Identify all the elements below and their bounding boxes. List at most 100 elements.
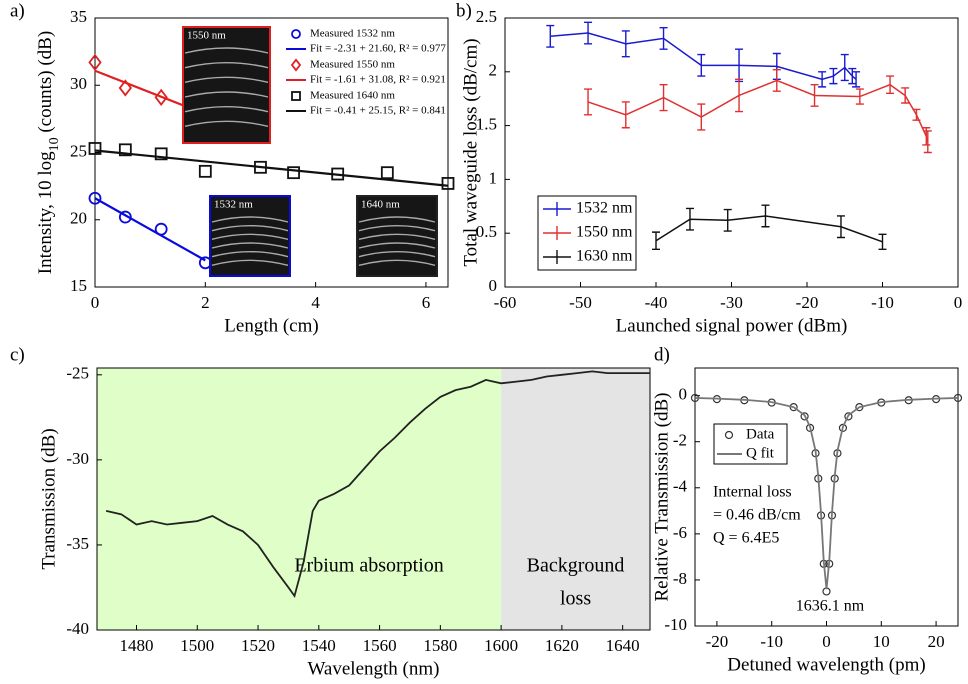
y-tick-label: -8 — [673, 569, 687, 588]
panel-label: a) — [10, 0, 25, 21]
series-line — [695, 397, 958, 590]
error-bar — [621, 101, 630, 129]
inset-fringe — [211, 216, 289, 223]
error-bar — [697, 103, 706, 131]
fit-line — [95, 149, 448, 187]
error-bar — [810, 84, 819, 107]
y-tick-label: 1 — [489, 168, 498, 187]
error-bar — [852, 71, 861, 88]
x-tick-label: 20 — [928, 632, 945, 651]
marker — [331, 167, 345, 181]
legend-fit-label: Fit = -0.41 + 25.15, R² = 0.841 — [310, 105, 446, 117]
marker — [154, 222, 168, 236]
inset-fringe — [184, 120, 269, 128]
inset-fringe — [211, 242, 289, 249]
legend-label: Q fit — [746, 445, 775, 461]
x-tick-label: -20 — [796, 293, 819, 312]
x-tick-label: -50 — [569, 293, 592, 312]
series-line — [550, 32, 857, 81]
region — [97, 368, 502, 630]
y-tick-label: 2.5 — [476, 7, 497, 26]
inset-fringe — [184, 105, 269, 113]
error-bar — [923, 130, 932, 154]
annotation: Internal loss — [713, 484, 792, 501]
marker — [118, 143, 132, 157]
error-bar — [855, 88, 864, 105]
y-tick-label: 0.5 — [476, 222, 497, 241]
series-line — [655, 215, 883, 243]
annotation: 1636.1 nm — [796, 598, 865, 615]
region — [501, 368, 650, 630]
x-tick-label: 4 — [311, 293, 320, 312]
error-bar — [761, 204, 770, 228]
error-bar — [772, 68, 781, 92]
x-axis-label: Detuned wavelength (pm) — [727, 654, 925, 675]
panel-label: d) — [654, 344, 670, 365]
y-tick-label: 25 — [70, 141, 87, 160]
y-tick-label: -6 — [673, 523, 687, 542]
y-axis-label: Intensity, 10 log10 (counts) (dB) — [35, 31, 61, 274]
error-bar — [735, 78, 744, 113]
y-tick-label: 2 — [489, 61, 498, 80]
x-tick-label: 6 — [422, 293, 431, 312]
legend-icon — [543, 202, 571, 216]
error-bar — [584, 21, 593, 45]
y-tick-label: 15 — [70, 276, 87, 295]
inset-image — [182, 26, 271, 144]
inset-fringe — [184, 61, 269, 69]
inset-fringe — [211, 251, 289, 258]
marker — [154, 88, 168, 106]
inset-fringe — [211, 225, 289, 232]
marker — [844, 412, 853, 421]
x-tick-label: 2 — [201, 293, 210, 312]
x-axis-label: Launched signal power (dBm) — [616, 315, 848, 336]
fit-line — [95, 197, 206, 262]
legend-icon — [543, 250, 571, 264]
legend-marker — [724, 430, 734, 440]
error-bar — [836, 215, 845, 239]
legend-label: 1550 nm — [576, 224, 633, 241]
x-tick-label: 0 — [91, 293, 100, 312]
panel-label: b) — [456, 0, 472, 21]
error-bar — [621, 30, 630, 58]
x-tick-label: 1540 — [302, 636, 336, 655]
legend-label: Measured 1640 nm — [310, 90, 395, 102]
inset-fringe — [184, 76, 269, 84]
annotation: = 0.46 dB/cm — [713, 507, 801, 524]
legend-label: 1532 nm — [576, 200, 633, 217]
legend-label: 1630 nm — [576, 248, 633, 265]
inset-fringe — [358, 242, 436, 249]
marker — [380, 166, 394, 180]
y-tick-label: 0 — [489, 276, 498, 295]
marker — [88, 191, 102, 205]
x-tick-label: 1480 — [120, 636, 154, 655]
marker — [805, 423, 815, 432]
y-tick-label: 0 — [679, 385, 688, 404]
x-tick-label: 1560 — [363, 636, 397, 655]
inset-fringe — [358, 233, 436, 241]
marker — [287, 166, 300, 180]
x-tick-label: 1600 — [484, 636, 518, 655]
y-tick-label: 1.5 — [476, 115, 497, 134]
y-axis-label-part: Intensity, 10 log — [35, 151, 56, 274]
annotation: Q = 6.4E5 — [713, 530, 779, 547]
error-bar — [723, 208, 732, 232]
error-bar — [818, 71, 827, 88]
error-bar — [697, 53, 706, 77]
marker — [198, 164, 212, 178]
region-label: loss — [560, 588, 591, 610]
error-bar — [901, 87, 910, 104]
x-tick-label: -20 — [706, 632, 729, 651]
y-tick-label: 35 — [70, 7, 87, 26]
legend-label: Measured 1550 nm — [310, 59, 395, 71]
error-bar — [659, 26, 668, 50]
inset-fringe — [358, 225, 436, 232]
region-label: Erbium absorption — [294, 555, 443, 577]
plot-frame — [96, 367, 651, 631]
error-bar — [912, 108, 921, 121]
x-tick-label: 0 — [954, 293, 963, 312]
legend-box — [713, 423, 788, 465]
marker — [88, 142, 102, 155]
y-axis-label: Total waveguide loss (dB/cm) — [460, 38, 481, 266]
error-bar — [829, 67, 838, 85]
